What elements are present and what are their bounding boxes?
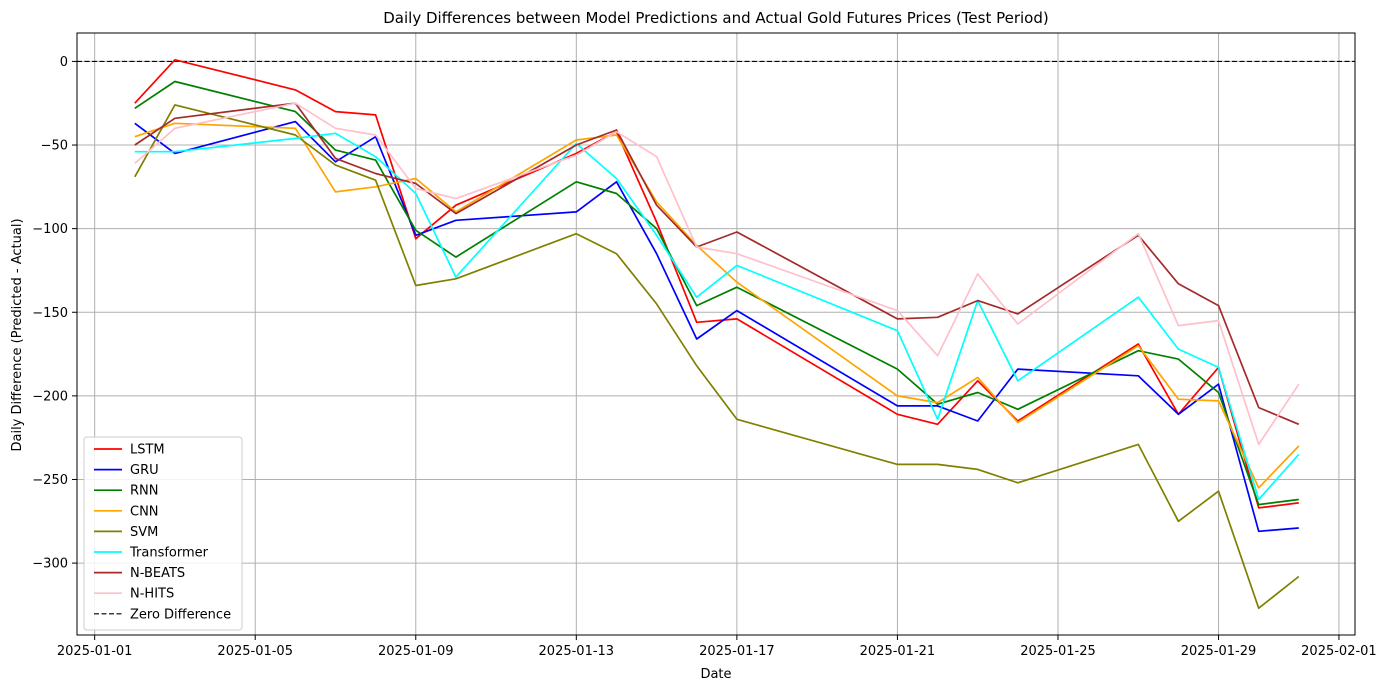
y-tick-label: −100 bbox=[32, 222, 68, 237]
y-tick-label: −150 bbox=[32, 306, 68, 321]
y-tick-label: −250 bbox=[32, 473, 68, 488]
x-tick-label: 2025-01-29 bbox=[1181, 644, 1257, 659]
x-tick-label: 2025-01-21 bbox=[860, 644, 936, 659]
x-tick-label: 2025-01-13 bbox=[539, 644, 615, 659]
x-tick-label: 2025-01-17 bbox=[699, 644, 775, 659]
legend-box bbox=[83, 436, 243, 631]
x-tick-label: 2025-01-01 bbox=[57, 644, 133, 659]
x-tick-label: 2025-02-01 bbox=[1301, 644, 1377, 659]
series-layer bbox=[134, 58, 1300, 610]
chart-title: Daily Differences between Model Predicti… bbox=[383, 9, 1049, 27]
y-tick-label: −50 bbox=[41, 139, 68, 154]
legend-label: Zero Difference bbox=[130, 607, 231, 622]
series-line-cnn bbox=[134, 122, 1300, 489]
plot-frame bbox=[76, 32, 1356, 636]
y-tick-label: −300 bbox=[32, 557, 68, 572]
legend-label: N-HITS bbox=[130, 587, 174, 602]
series-line-rnn bbox=[134, 80, 1299, 506]
series-line-gru bbox=[134, 120, 1299, 533]
y-tick-label: 0 bbox=[60, 55, 68, 70]
y-axis-label: Daily Difference (Predicted - Actual) bbox=[10, 218, 25, 451]
x-tick-label: 2025-01-05 bbox=[217, 644, 293, 659]
x-axis-ticks: 2025-01-01 2025-01-05 2025-01-09 2025-01-13… bbox=[57, 635, 1377, 659]
series-line-n-hits bbox=[134, 102, 1300, 446]
legend-label: GRU bbox=[130, 463, 159, 478]
legend-label: RNN bbox=[130, 484, 158, 499]
series-line-svm bbox=[134, 104, 1300, 610]
y-axis-ticks: 0 −50 −100 −150 −200 −250 −300 bbox=[32, 55, 77, 572]
grid bbox=[77, 33, 1355, 635]
x-tick-label: 2025-01-25 bbox=[1020, 644, 1096, 659]
x-tick-label: 2025-01-09 bbox=[378, 644, 454, 659]
legend-label: LSTM bbox=[130, 443, 165, 458]
legend-label: N-BEATS bbox=[130, 566, 185, 581]
legend-label: CNN bbox=[130, 504, 159, 519]
y-tick-label: −200 bbox=[32, 389, 68, 404]
legend-label: Transformer bbox=[129, 546, 209, 561]
x-axis-label: Date bbox=[700, 667, 731, 682]
series-line-lstm bbox=[134, 58, 1299, 509]
legend-label: SVM bbox=[130, 525, 158, 540]
series-line-transformer bbox=[134, 132, 1300, 501]
legend: LSTM GRU RNN CNN SVM Transformer N-BEATS N-HITS… bbox=[83, 436, 243, 631]
